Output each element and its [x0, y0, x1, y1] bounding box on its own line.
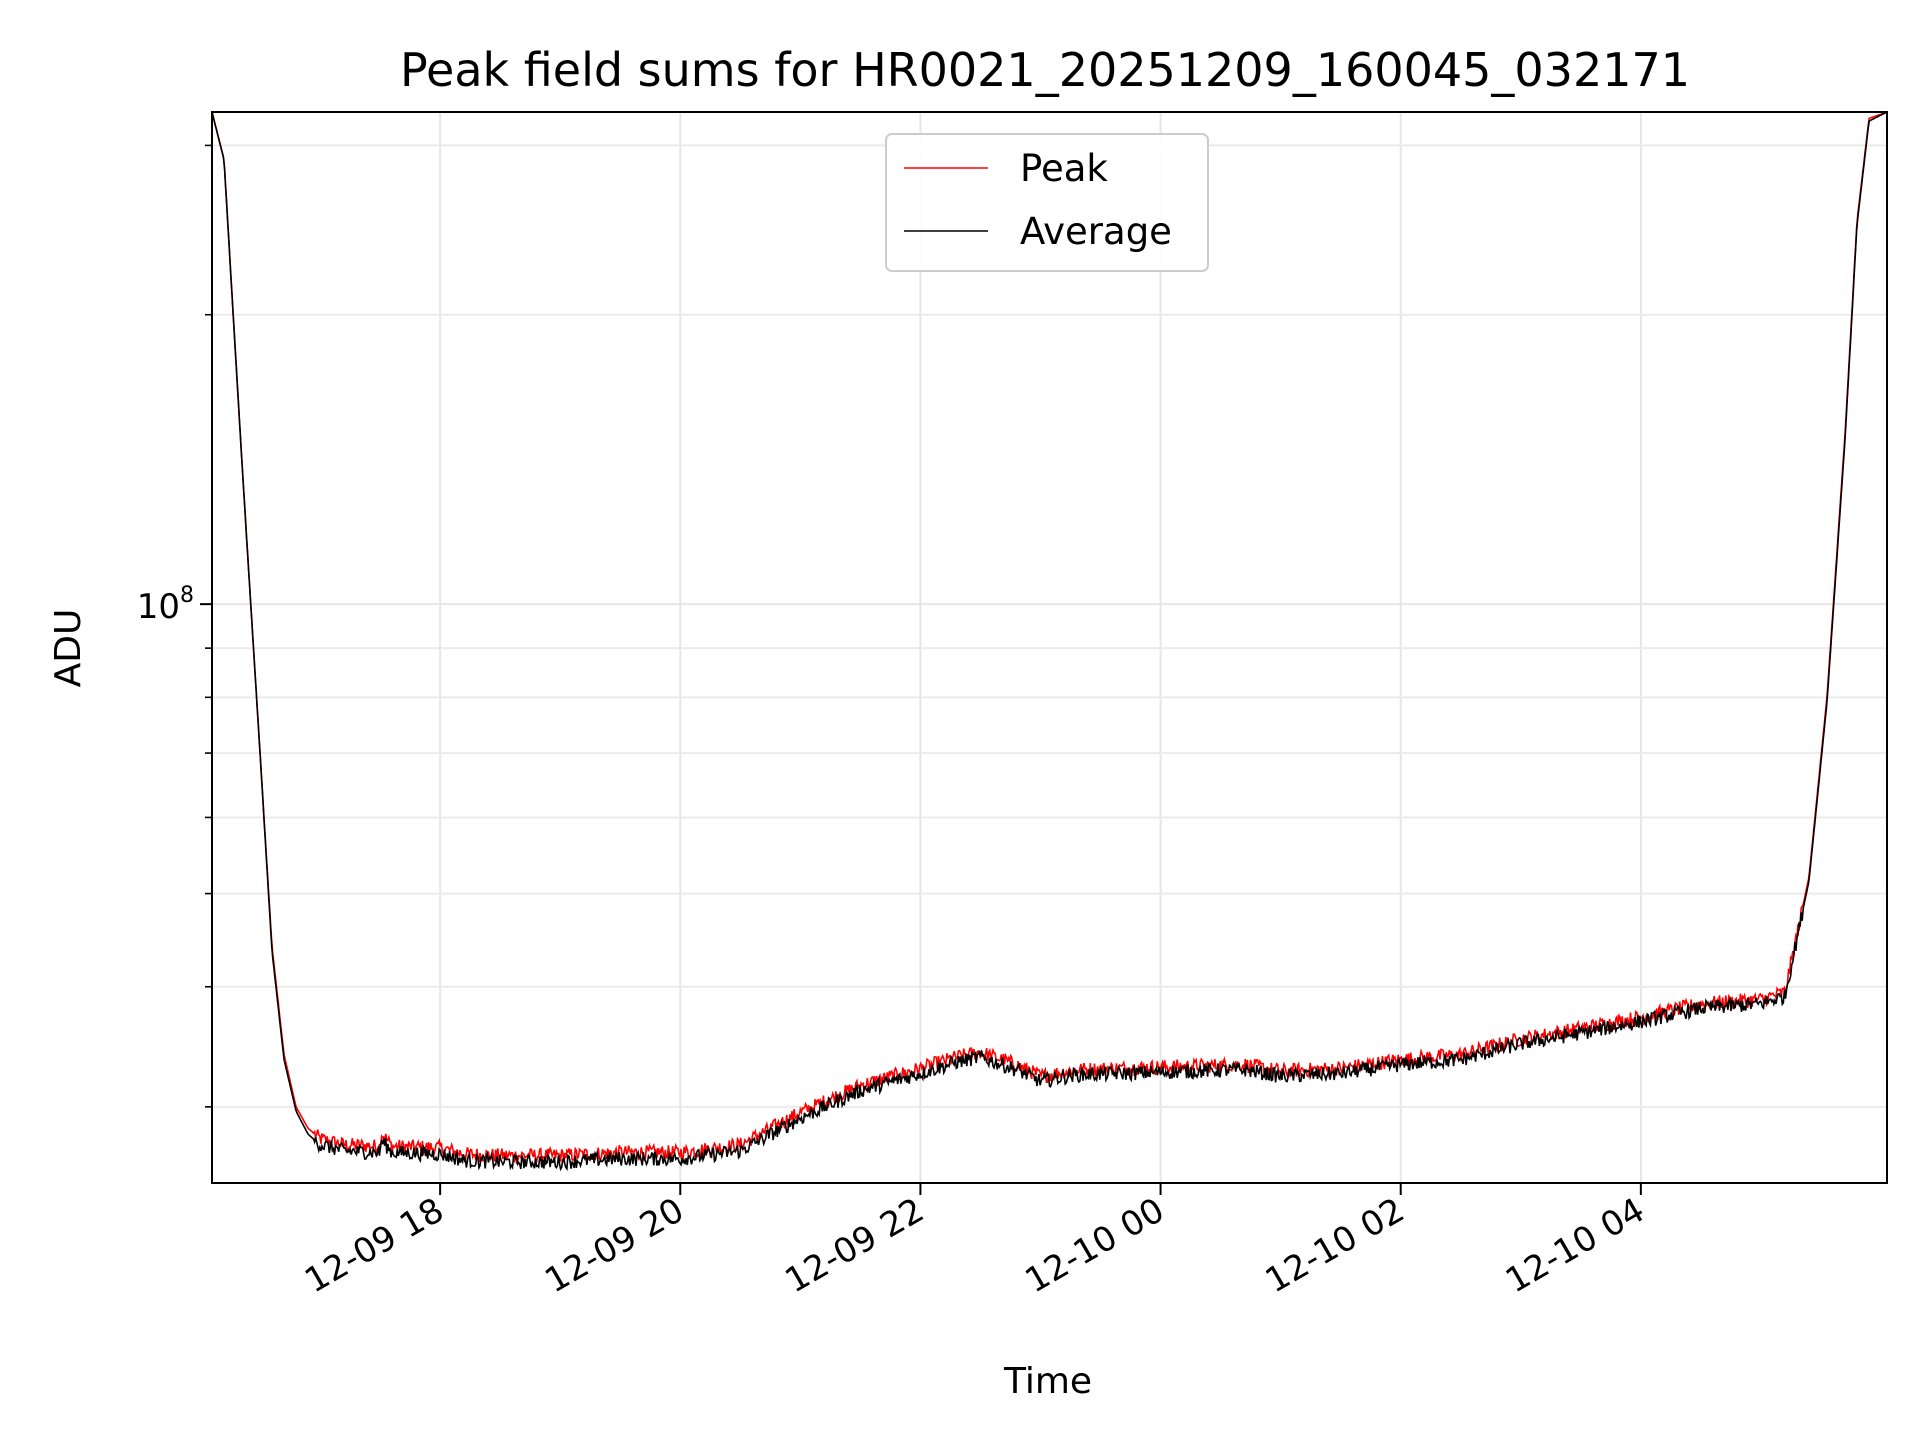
x-axis-label: Time: [1003, 1361, 1092, 1402]
series-lines: [211, 111, 1888, 1172]
legend: Peak Average: [885, 133, 1209, 272]
legend-label-peak: Peak: [1020, 147, 1108, 190]
legend-label-average: Average: [1020, 210, 1172, 253]
y-tick-label-exponent: 8: [180, 583, 194, 608]
chart-title: Peak field sums for HR0021_20251209_1600…: [400, 43, 1690, 97]
y-tick-label-0: 108: [137, 583, 194, 627]
y-tick-label-base: 10: [137, 587, 180, 627]
y-axis-label: ADU: [48, 609, 89, 688]
grid: [212, 112, 1887, 1183]
series-line-average: [211, 111, 1888, 1172]
